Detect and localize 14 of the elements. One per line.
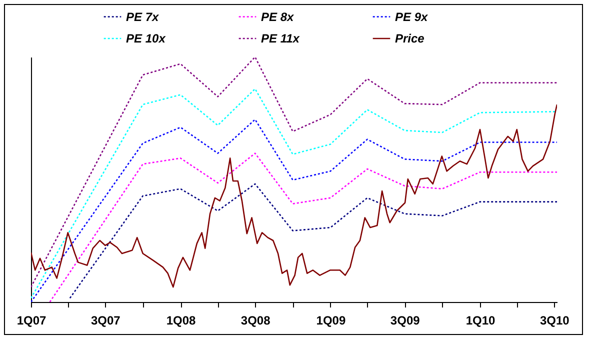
x-tick-label: 1Q08 [166,314,196,328]
legend-label: Price [395,32,425,46]
legend-label: PE 8x [261,10,296,24]
legend-label: PE 7x [126,10,160,24]
x-tick-label: 1Q09 [316,314,346,328]
x-tick-label: 3Q07 [90,314,121,328]
x-tick-label: 1Q10 [466,314,496,328]
legend-label: PE 11x [261,32,301,46]
x-tick-label: 3Q08 [240,314,271,328]
legend-label: PE 9x [395,10,430,24]
x-tick-label: 3Q09 [390,314,420,328]
x-tick-label: 3Q10 [540,314,570,328]
legend-label: PE 10x [126,32,167,46]
x-tick-label: 1Q07 [16,314,46,328]
